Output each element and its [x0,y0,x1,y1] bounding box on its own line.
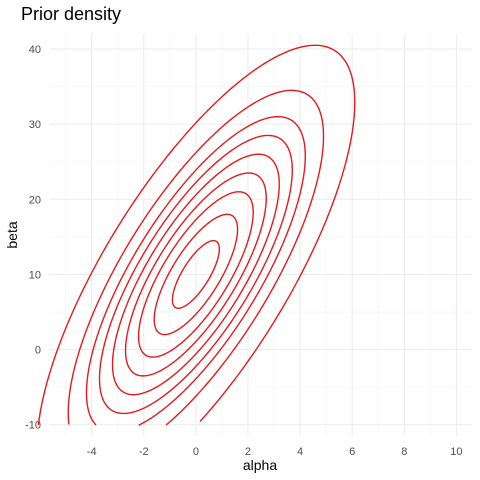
x-tick-labels: -4 -2 0 2 4 6 8 10 [87,446,463,458]
y-axis-title: beta [4,221,20,248]
contour-lines [37,44,356,426]
y-tick-label: 0 [35,345,41,357]
contour-line [124,172,267,377]
y-tick-label: 30 [29,119,41,131]
y-tick-label: -10 [25,420,41,432]
contour-line [153,213,239,336]
x-tick-label: 4 [297,446,303,458]
y-tick-labels: -10 0 10 20 30 40 [25,44,41,432]
x-tick-label: 8 [401,446,407,458]
x-tick-label: 0 [193,446,199,458]
y-tick-label: 40 [29,44,41,56]
contour-line [37,44,356,426]
y-tick-label: 10 [29,269,41,281]
contour-line [67,89,325,426]
x-tick-label: 6 [349,446,355,458]
x-tick-label: -4 [87,446,97,458]
contour-line [137,191,254,358]
grid [50,34,472,436]
contour-line [85,115,306,426]
x-tick-label: 2 [245,446,251,458]
contour-line [98,134,293,415]
y-tick-label: 20 [29,194,41,206]
chart-title: Prior density [21,4,121,24]
contour-line [111,153,280,396]
x-tick-label: -2 [139,446,149,458]
contour-line [171,239,221,309]
x-axis-title: alpha [243,457,277,473]
x-tick-label: 10 [450,446,462,458]
